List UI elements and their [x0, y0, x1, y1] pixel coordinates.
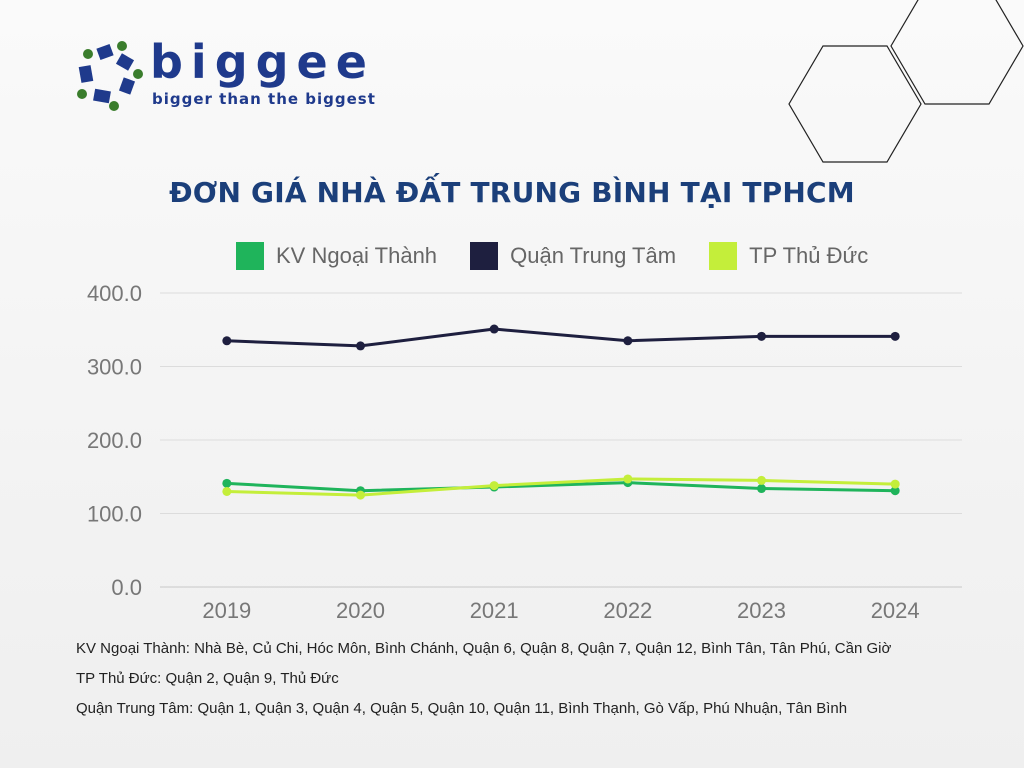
logo-wordmark: biggee: [150, 35, 375, 89]
legend-label: Quận Trung Tâm: [510, 243, 677, 268]
note-kv-ngoai-thanh: KV Ngoại Thành: Nhà Bè, Củ Chi, Hóc Môn,…: [76, 640, 892, 657]
x-tick-label: 2019: [202, 598, 251, 623]
note-tp-thu-duc: TP Thủ Đức: Quận 2, Quận 9, Thủ Đức: [76, 670, 339, 687]
y-tick-label: 0.0: [111, 575, 142, 600]
note-quan-trung-tam: Quận Trung Tâm: Quận 1, Quận 3, Quận 4, …: [76, 700, 848, 717]
chart-legend: KV Ngoại Thành Quận Trung Tâm TP Thủ Đức: [236, 242, 896, 274]
legend-item-tp-thu-duc: TP Thủ Đức: [709, 242, 868, 270]
data-point: [222, 486, 232, 496]
logo-tagline: bigger than the biggest: [152, 90, 376, 108]
data-point: [356, 341, 365, 351]
chart-title: ĐƠN GIÁ NHÀ ĐẤT TRUNG BÌNH TẠI TPHCM: [169, 176, 855, 209]
legend-item-kv-ngoai-thanh: KV Ngoại Thành: [236, 242, 437, 270]
data-point: [356, 490, 365, 500]
data-point: [623, 474, 633, 484]
decorative-hexagons: [788, 0, 1024, 163]
data-point: [890, 479, 900, 489]
y-tick-label: 400.0: [87, 281, 142, 306]
y-tick-label: 300.0: [87, 355, 142, 380]
data-point: [222, 336, 232, 346]
data-point: [757, 475, 766, 485]
logo-mark-icon: [77, 41, 143, 111]
hexagon-left: [788, 45, 922, 163]
data-point: [890, 486, 900, 496]
legend-swatch: [709, 242, 738, 270]
data-point: [757, 484, 766, 494]
y-tick-label: 200.0: [87, 428, 142, 453]
data-point: [623, 336, 633, 346]
brand-logo: biggee bigger than the biggest: [74, 36, 434, 114]
x-tick-label: 2024: [871, 598, 920, 623]
y-tick-label: 100.0: [87, 502, 142, 527]
legend-item-quan-trung-tam: Quận Trung Tâm: [470, 242, 676, 270]
data-point: [757, 331, 766, 341]
data-point: [489, 324, 499, 334]
legend-swatch: [236, 242, 264, 270]
data-point: [222, 478, 232, 488]
series-line: [226, 477, 896, 497]
data-point: [489, 481, 499, 491]
legend-label: KV Ngoại Thành: [276, 243, 438, 268]
line-chart: 0.0 100.0 200.0 300.0 400.0 2019 2020 2021 2022 2…: [87, 281, 962, 623]
series-line: [226, 481, 896, 493]
x-tick-label: 2022: [603, 598, 652, 623]
x-tick-label: 2020: [336, 598, 385, 623]
legend-swatch: [470, 242, 499, 270]
data-point: [890, 331, 900, 341]
x-tick-label: 2023: [737, 598, 786, 623]
hexagon-right: [890, 0, 1024, 105]
series-line: [226, 327, 896, 348]
x-tick-label: 2021: [470, 598, 519, 623]
district-notes: KV Ngoại Thành: Nhà Bè, Củ Chi, Hóc Môn,…: [76, 634, 1016, 724]
legend-label: TP Thủ Đức: [749, 243, 869, 268]
